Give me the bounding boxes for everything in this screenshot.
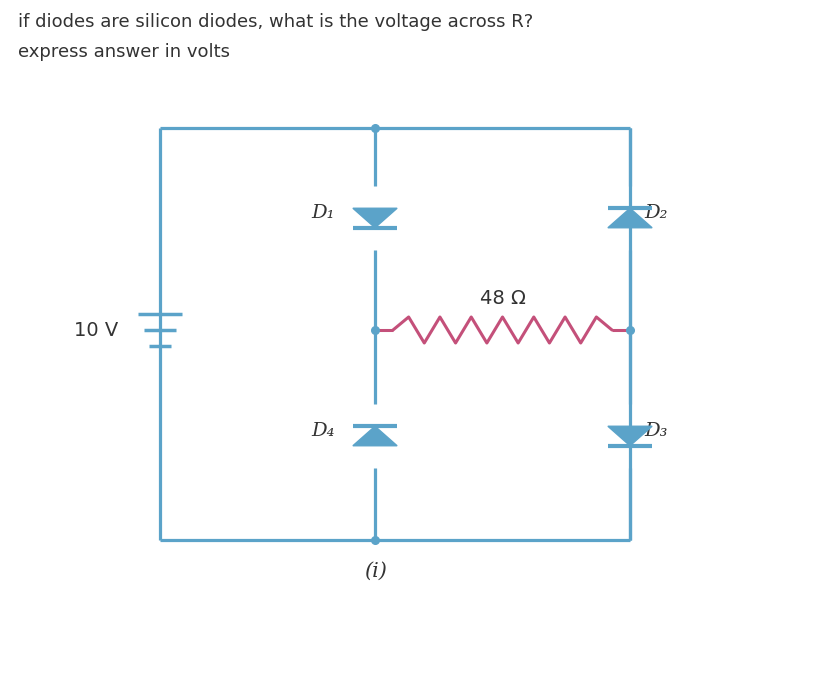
Text: D₄: D₄ [311,422,335,440]
Polygon shape [352,427,397,446]
Text: if diodes are silicon diodes, what is the voltage across R?: if diodes are silicon diodes, what is th… [18,13,533,31]
Text: 10 V: 10 V [74,321,118,339]
Text: D₂: D₂ [643,204,667,222]
Polygon shape [607,427,652,446]
Text: express answer in volts: express answer in volts [18,43,230,61]
Text: D₃: D₃ [643,422,667,440]
Polygon shape [352,208,397,228]
Text: D₁: D₁ [311,204,335,222]
Polygon shape [607,208,652,228]
Text: 48 Ω: 48 Ω [479,289,525,308]
Text: (i): (i) [363,562,386,581]
